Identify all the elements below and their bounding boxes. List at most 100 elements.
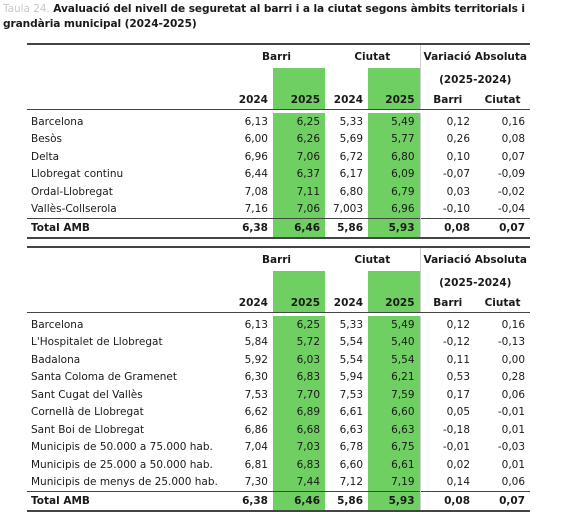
table-title: Taula 24. Avaluació del nivell de segure… [3, 2, 563, 32]
var-barri-cell: -0,01 [419, 438, 476, 456]
var-barri-cell: 0,10 [419, 148, 476, 166]
var-ciutat-cell: 0,01 [501, 458, 526, 471]
ciutat-2025-cell: 6,60 [368, 403, 421, 421]
var-barri-cell: 0,05 [419, 403, 476, 421]
ciutat-2024-cell: 5,86 [325, 218, 369, 239]
ciutat-2025-cell: 6,96 [368, 200, 421, 219]
table-row: Vallès-Collserola 7,16 7,06 7,003 6,96 -0,10 -… [27, 200, 530, 219]
table-territorial: Barri Ciutat Variació Absoluta (2025-202… [27, 43, 531, 239]
total-row: Total AMB 6,38 6,46 5,86 5,93 0,08 0,07 [27, 491, 531, 512]
barri-2024-cell: 6,30 [244, 371, 268, 384]
barri-2025-cell: 6,46 [273, 218, 326, 239]
barri-2024-cell: 6,38 [228, 491, 273, 512]
table-number: Taula 24. [3, 3, 50, 15]
var-barri-cell: -0,12 [419, 333, 476, 351]
ciutat-2024-cell: 5,54 [339, 336, 364, 349]
header-barri-2025: 2025 [273, 91, 326, 110]
var-ciutat-cell: 0,08 [501, 133, 526, 146]
var-barri-cell: 0,12 [419, 316, 476, 334]
row-label-cell: Municipis de menys de 25.000 hab. [31, 476, 218, 489]
row-label-cell: Barcelona [31, 318, 84, 331]
table-row: Cornellà de Llobregat 6,62 6,89 6,61 6,60 0,0… [27, 403, 530, 421]
barri-2024-cell: 6,13 [244, 318, 268, 331]
ciutat-2025-cell: 5,49 [368, 113, 421, 131]
header-variacio-period: (2025-2024) [419, 271, 531, 294]
barri-2024-cell: 6,13 [244, 115, 268, 128]
table-row: Santa Coloma de Gramenet 6,30 6,83 5,94 6,21… [27, 368, 530, 386]
ciutat-2025-cell: 7,59 [368, 386, 421, 404]
table-row: Sant Cugat del Vallès 7,53 7,70 7,53 7,59 0,1… [27, 386, 530, 404]
var-barri-cell: -0,18 [419, 421, 476, 439]
barri-2024-cell: 6,81 [244, 458, 268, 471]
ciutat-2025-cell: 5,77 [368, 130, 421, 148]
var-ciutat-cell: -0,04 [497, 203, 526, 216]
var-ciutat-cell: -0,01 [497, 406, 526, 419]
var-barri-cell: -0,07 [419, 165, 476, 183]
row-label-cell: Llobregat continu [31, 168, 124, 181]
barri-2025-cell: 7,06 [273, 148, 326, 166]
header-barri: Barri [228, 246, 326, 271]
barri-2025-cell: 5,72 [273, 333, 326, 351]
header-ciutat-2024: 2024 [325, 294, 369, 313]
barri-2024-cell: 6,00 [244, 133, 268, 146]
row-label-cell: Cornellà de Llobregat [31, 406, 144, 419]
var-barri-cell: 0,53 [419, 368, 476, 386]
table-row: Sant Boi de Llobregat 6,86 6,68 6,63 6,63 -0,… [27, 421, 530, 439]
var-barri-cell: 0,11 [419, 351, 476, 369]
var-barri-cell: 0,08 [419, 218, 476, 239]
header-barri-2024: 2024 [228, 294, 273, 313]
row-label-cell: Barcelona [31, 115, 84, 128]
header-variacio-title: Variació Absoluta [423, 253, 528, 266]
barri-2025-cell: 6,83 [273, 368, 326, 386]
barri-2024-cell: 7,53 [244, 388, 268, 401]
ciutat-2024-cell: 5,33 [339, 318, 364, 331]
barri-2024-cell: 6,62 [244, 406, 268, 419]
ciutat-2024-cell: 5,94 [339, 371, 364, 384]
ciutat-2025-cell: 6,75 [368, 438, 421, 456]
table-title-text: Avaluació del nivell de seguretat al bar… [3, 3, 525, 30]
ciutat-2025-cell: 6,21 [368, 368, 421, 386]
header-variacio-period: (2025-2024) [419, 68, 531, 91]
barri-2025-cell: 7,06 [273, 200, 326, 219]
corner-cell [27, 246, 228, 271]
var-barri-cell: 0,02 [419, 456, 476, 474]
row-label-cell: Municipis de 50.000 a 75.000 hab. [31, 441, 213, 454]
barri-2025-cell: 7,70 [273, 386, 326, 404]
ciutat-2024-cell: 5,33 [339, 115, 364, 128]
table-row: L'Hospitalet de Llobregat 5,84 5,72 5,54 5,4… [27, 333, 530, 351]
ciutat-2024-cell: 5,69 [339, 133, 364, 146]
var-barri-cell: 0,08 [419, 491, 476, 512]
table-row: Municipis de menys de 25.000 hab. 7,30 7,4… [27, 473, 530, 492]
ciutat-2024-cell: 6,78 [339, 441, 364, 454]
barri-2025-cell: 6,26 [273, 130, 326, 148]
ciutat-2024-cell: 5,54 [339, 353, 364, 366]
header-barri-2025: 2025 [273, 294, 326, 313]
table-row: Delta 6,96 7,06 6,72 6,80 0,10 0,07 [27, 148, 530, 166]
ciutat-2024-cell: 5,86 [325, 491, 369, 512]
ciutat-2024-cell: 7,12 [339, 476, 364, 489]
header-barri-2024: 2024 [228, 91, 273, 110]
table-row: Municipis de 25.000 a 50.000 hab. 6,81 6,8… [27, 456, 530, 474]
var-ciutat-cell: 0,07 [475, 491, 531, 512]
header-variacio-title: Variació Absoluta [423, 50, 528, 63]
row-label-cell: Sant Cugat del Vallès [31, 388, 143, 401]
row-label-cell: Badalona [31, 353, 81, 366]
table-body: Barcelona 6,13 6,25 5,33 5,49 0,12 0,16 L'Hospi… [27, 313, 531, 512]
barri-2025-cell: 7,44 [273, 473, 326, 492]
ciutat-2025-cell: 6,63 [368, 421, 421, 439]
barri-2024-cell: 7,16 [244, 203, 268, 216]
barri-2024-cell: 5,92 [244, 353, 268, 366]
barri-2024-cell: 6,86 [244, 423, 268, 436]
ciutat-2025-cell: 5,93 [368, 218, 421, 239]
barri-2024-cell: 6,96 [244, 150, 268, 163]
ciutat-2025-cell: 5,40 [368, 333, 421, 351]
header-var-ciutat: Ciutat [475, 294, 531, 313]
row-label-cell: L'Hospitalet de Llobregat [31, 336, 163, 349]
var-barri-cell: 0,26 [419, 130, 476, 148]
total-row: Total AMB 6,38 6,46 5,86 5,93 0,08 0,07 [27, 218, 531, 239]
var-ciutat-cell: 0,28 [501, 371, 526, 384]
barri-2025-cell: 6,25 [273, 316, 326, 334]
header-var-barri: Barri [419, 91, 476, 110]
ciutat-2025-cell: 6,61 [368, 456, 421, 474]
ciutat-2025-cell: 6,09 [368, 165, 421, 183]
